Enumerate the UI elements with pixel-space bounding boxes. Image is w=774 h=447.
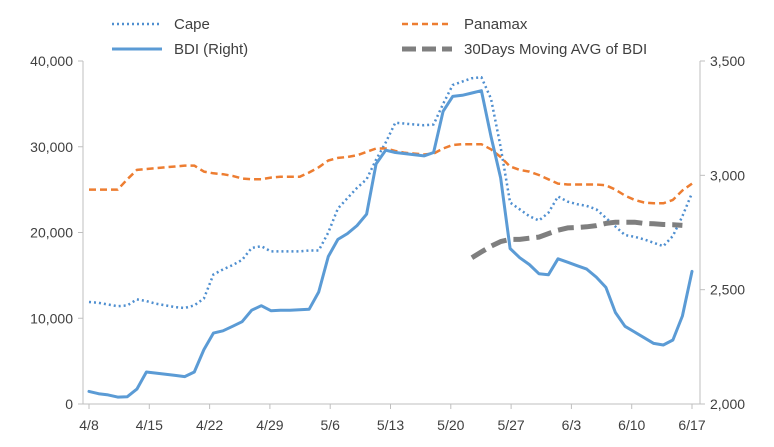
x-tick-label: 6/10 [618, 417, 645, 433]
series-line-bdi-right [87, 89, 694, 399]
x-axis-ticks: 4/8 4/15 4/22 4/29 5/6 5/13 5/20 5/27 6/3 6/10 6/1… [79, 404, 706, 433]
legend-label-bdi: BDI (Right) [174, 41, 248, 58]
legend-label-cape: Cape [174, 16, 210, 33]
series-line-panamax [89, 142, 693, 205]
series-line-cape [88, 76, 694, 310]
legend-label-panamax: Panamax [464, 16, 528, 33]
series-line-30days-moving-avg-of-bdi [470, 219, 683, 260]
x-tick-label: 5/27 [497, 417, 524, 433]
left-tick-label: 30,000 [30, 139, 73, 155]
left-axis-ticks: 0 10,000 20,000 30,000 40,000 [30, 53, 83, 412]
left-tick-label: 40,000 [30, 53, 73, 69]
x-tick-label: 4/22 [196, 417, 223, 433]
x-tick-label: 6/17 [678, 417, 705, 433]
left-tick-label: 20,000 [30, 225, 73, 241]
legend: Cape Panamax BDI (Right) 30Days Moving A… [112, 16, 647, 58]
right-axis-ticks: 2,000 2,500 3,000 3,500 [700, 53, 745, 412]
left-tick-label: 10,000 [30, 310, 73, 326]
left-tick-label: 0 [65, 396, 73, 412]
x-tick-label: 5/6 [320, 417, 340, 433]
right-tick-label: 2,500 [710, 282, 745, 298]
x-tick-label: 6/3 [562, 417, 582, 433]
series-layer [87, 76, 694, 399]
legend-label-moving-avg: 30Days Moving AVG of BDI [464, 41, 647, 58]
x-tick-label: 4/8 [79, 417, 99, 433]
right-tick-label: 3,500 [710, 53, 745, 69]
right-tick-label: 2,000 [710, 396, 745, 412]
right-tick-label: 3,000 [710, 167, 745, 183]
x-tick-label: 5/20 [437, 417, 464, 433]
x-tick-label: 4/15 [136, 417, 163, 433]
x-tick-label: 4/29 [256, 417, 283, 433]
x-tick-label: 5/13 [377, 417, 404, 433]
